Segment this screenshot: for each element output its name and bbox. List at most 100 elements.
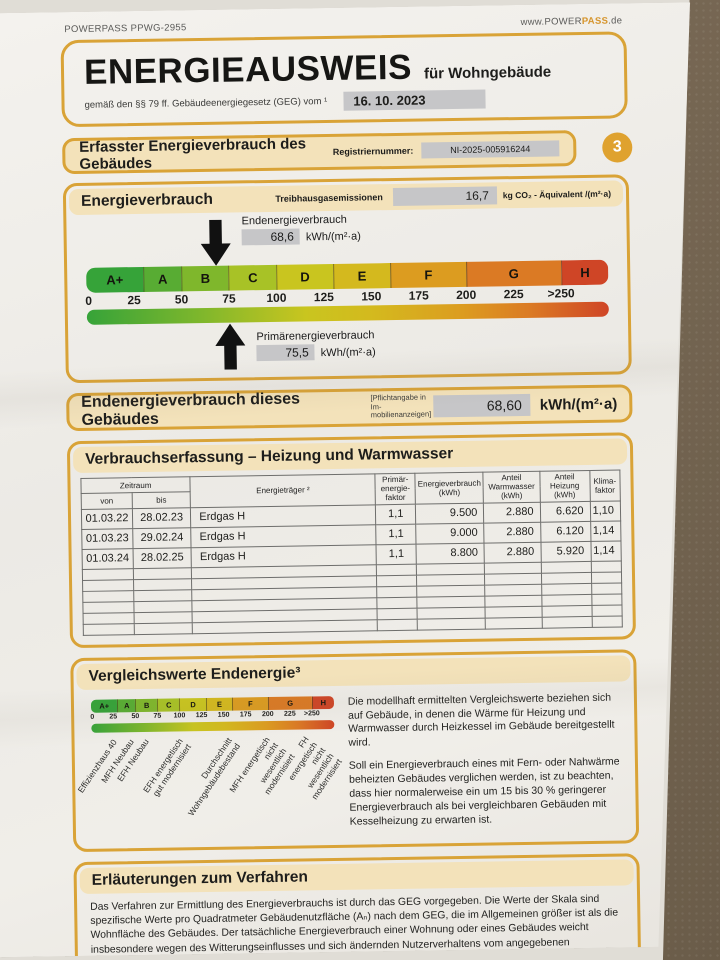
end-energy-label: Endenergieverbrauch 68,6 kWh/(m²·a) bbox=[242, 214, 361, 246]
ghg-group: Treibhausgasemissionen 16,7 kg CO₂ - Äqu… bbox=[275, 185, 611, 208]
primary-energy-value-field: 75,5 bbox=[257, 344, 315, 361]
scale-tick: 225 bbox=[283, 710, 296, 718]
scale-segment-C: C bbox=[157, 698, 179, 711]
table-cell: 1,1 bbox=[376, 544, 416, 565]
table-cell: 1,10 bbox=[590, 501, 621, 521]
comparison-reference-label: FH energetisch nicht wesentlich modernis… bbox=[286, 734, 345, 801]
scale-segment-D: D bbox=[276, 264, 333, 290]
end-energy-label-text: Endenergieverbrauch bbox=[241, 213, 347, 228]
table-cell-empty bbox=[377, 575, 417, 587]
table-cell-empty bbox=[83, 579, 134, 591]
section-header-wrap: Erfasster Energieverbrauch des Gebäudes … bbox=[62, 129, 628, 174]
scale-segment-D: D bbox=[179, 698, 206, 711]
table-cell: 01.03.23 bbox=[82, 528, 133, 549]
consumption-heading: Energieverbrauch bbox=[80, 190, 213, 210]
comparison-heading: Vergleichswerte Endenergie³ bbox=[88, 664, 301, 685]
energy-certificate-page: POWERPASS PPWG-2955 www.POWERPASS.de ENE… bbox=[0, 2, 705, 957]
table-cell: 01.03.24 bbox=[82, 548, 133, 569]
scale-tick: 175 bbox=[408, 288, 429, 303]
ghg-label: Treibhausgasemissionen bbox=[275, 192, 383, 204]
scale-segment-C: C bbox=[228, 265, 276, 291]
website-url: www.POWERPASS.de bbox=[520, 15, 622, 28]
table-cell: 1,1 bbox=[376, 524, 416, 545]
end-energy-value-row: 68,6 kWh/(m²·a) bbox=[242, 228, 361, 246]
col-header-hot-water: Anteil Warmwasser (kWh) bbox=[483, 471, 540, 502]
table-cell: 29.02.24 bbox=[133, 527, 192, 548]
end-banner-unit: kWh/(m²·a) bbox=[539, 395, 618, 414]
table-header-band: Verbrauchserfassung – Heizung und Warmwa… bbox=[73, 438, 627, 473]
website-prefix: www.POWER bbox=[520, 16, 582, 28]
table-cell-empty bbox=[485, 562, 541, 574]
scale-tick: 75 bbox=[222, 291, 236, 306]
table-cell-empty bbox=[485, 573, 541, 585]
scale-segment-A: A bbox=[143, 266, 181, 292]
law-reference: gemäß den §§ 79 ff. Gebäudeenergiegesetz… bbox=[84, 96, 328, 111]
table-cell-empty bbox=[541, 594, 591, 606]
comparison-paragraph-1: Die modellhaft ermittelten Vergleichswer… bbox=[347, 691, 615, 750]
comparison-paragraph-2: Soll ein Energieverbrauch eines mit Fern… bbox=[348, 755, 620, 828]
scale-area: Endenergieverbrauch 68,6 kWh/(m²·a) A+ A B C… bbox=[69, 206, 625, 377]
scale-segment-G: G bbox=[267, 696, 311, 710]
col-header-primary-factor: Primär- energie- faktor bbox=[375, 473, 415, 504]
section-header-bar: Erfasster Energieverbrauch des Gebäudes … bbox=[62, 130, 577, 174]
table-cell-empty bbox=[592, 605, 623, 616]
page-content: POWERPASS PPWG-2955 www.POWERPASS.de ENE… bbox=[60, 15, 642, 960]
title-row: ENERGIEAUSWEIS für Wohngebäude bbox=[84, 45, 607, 93]
table-cell: 6.620 bbox=[540, 501, 590, 522]
scale-tick: 125 bbox=[313, 289, 334, 305]
explanation-box: Erläuterungen zum Verfahren Das Verfahre… bbox=[73, 853, 641, 960]
scale-tick: >250 bbox=[303, 709, 320, 718]
scale-segment-F: F bbox=[390, 262, 466, 288]
page-title: ENERGIEAUSWEIS bbox=[83, 47, 413, 92]
ghg-value-field: 16,7 bbox=[393, 186, 497, 206]
law-row: gemäß den §§ 79 ff. Gebäudeenergiegesetz… bbox=[84, 88, 606, 115]
primary-energy-arrow-icon bbox=[215, 323, 246, 369]
scale-tick: 225 bbox=[503, 286, 524, 302]
end-energy-banner: Endenergieverbrauch dieses Gebäudes [Pfl… bbox=[66, 384, 633, 431]
comparison-scale: A+ A B C D E F G H 0 25 50 75 100 125 150 175 200 225 >250… bbox=[91, 696, 336, 844]
website-suffix: .de bbox=[608, 15, 623, 27]
scale-tick: 50 bbox=[131, 712, 140, 720]
scale-tick: 25 bbox=[109, 712, 118, 721]
scale-tick: 75 bbox=[153, 712, 162, 720]
end-energy-unit: kWh/(m²·a) bbox=[305, 230, 361, 244]
table-cell: 28.02.25 bbox=[133, 547, 192, 568]
scale-segment-H: H bbox=[312, 696, 334, 709]
consumption-table: Zeitraum Energieträger ² Primär- energie… bbox=[80, 469, 622, 635]
table-cell-empty bbox=[83, 590, 134, 602]
scale-segment-A+: A+ bbox=[86, 267, 143, 293]
end-energy-marker-zone: Endenergieverbrauch 68,6 kWh/(m²·a) bbox=[85, 207, 608, 268]
table-cell: 9.000 bbox=[416, 523, 484, 544]
table-cell: 1,14 bbox=[590, 541, 621, 561]
scale-tick: 175 bbox=[239, 710, 252, 719]
page-subtitle: für Wohngebäude bbox=[423, 63, 552, 83]
ghg-unit: kg CO₂ - Äquivalent /(m²·a) bbox=[502, 188, 612, 201]
table-cell-empty bbox=[377, 564, 417, 576]
scale-tick: 100 bbox=[266, 290, 287, 306]
scale-tick: 100 bbox=[173, 711, 186, 720]
table-cell-empty bbox=[486, 617, 542, 629]
table-cell: 8.800 bbox=[416, 543, 484, 564]
end-banner-heading: Endenergieverbrauch dieses Gebäudes bbox=[81, 390, 301, 429]
primary-energy-marker-zone: Primärenergieverbrauch 75,5 kWh/(m²·a) bbox=[87, 317, 610, 373]
scale-tick: 150 bbox=[361, 289, 382, 304]
end-energy-value-field: 68,6 bbox=[242, 228, 300, 245]
table-cell-empty bbox=[134, 600, 193, 612]
table-cell: 5.920 bbox=[541, 541, 591, 562]
scale-tick: 0 bbox=[85, 293, 93, 308]
table-cell: 28.02.23 bbox=[132, 507, 191, 528]
scale-tick: 125 bbox=[195, 711, 208, 719]
primary-energy-unit: kWh/(m²·a) bbox=[320, 346, 376, 360]
scale-segment-A+: A+ bbox=[91, 699, 118, 712]
explanation-heading: Erläuterungen zum Verfahren bbox=[91, 867, 309, 889]
registry-label: Registriernummer: bbox=[332, 145, 414, 157]
table-cell-empty bbox=[542, 616, 592, 628]
end-banner-note: [Pflichtangabe in Im- mobilienanzeigen] bbox=[370, 392, 432, 420]
col-header-heating: Anteil Heizung (kWh) bbox=[539, 470, 589, 501]
scale-tick: 0 bbox=[90, 713, 95, 721]
scale-segment-F: F bbox=[232, 697, 268, 711]
registry-number-field: NI-2025-005916244 bbox=[421, 140, 559, 158]
scale-tick: 25 bbox=[127, 292, 141, 308]
page-number-badge: 3 bbox=[602, 132, 632, 162]
